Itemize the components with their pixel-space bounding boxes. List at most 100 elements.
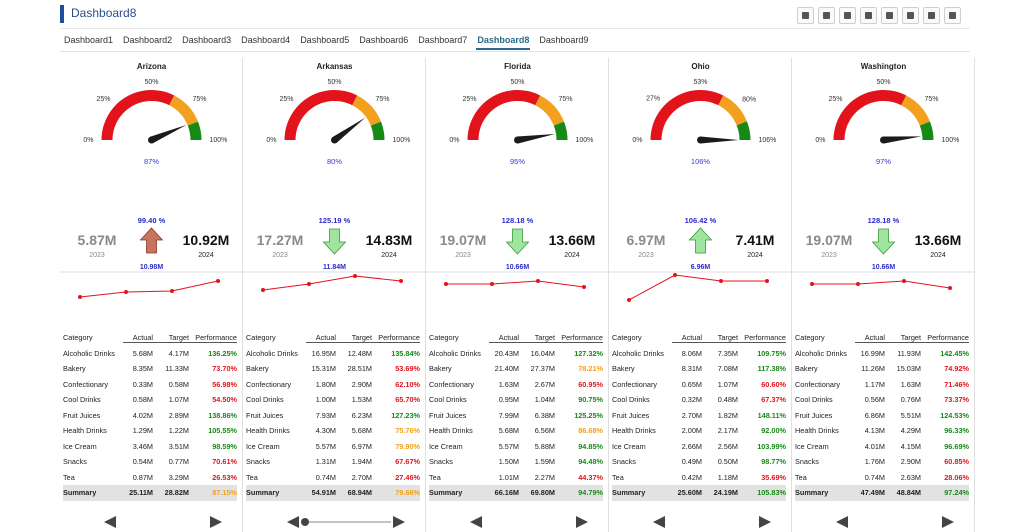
- table-cell: 20.43M: [494, 348, 519, 358]
- table-cell: 3.29M: [168, 472, 189, 482]
- table-row: Fruit Juices 4.02M 2.89M 138.86%: [63, 408, 237, 424]
- tab[interactable]: Dashboard3: [182, 35, 232, 45]
- table-cell: 1.00M: [315, 395, 336, 405]
- table-row: Bakery 15.31M 28.51M 53.69%: [246, 361, 420, 377]
- table-cell: 11.26M: [861, 364, 885, 374]
- state-panel: Arkansas 0% 25% 50% 75% 100% 80% 125.19 % 17.27M…: [243, 58, 426, 532]
- table-row: Alcoholic Drinks 16.95M 12.48M 135.84%: [246, 346, 420, 362]
- data-table: Category Actual Target Performance Alcoholic…: [429, 330, 603, 501]
- table-cell: Confectionary: [429, 379, 475, 389]
- table-cell: 1.94M: [351, 457, 372, 467]
- gauge-tick-label: 100%: [942, 137, 960, 144]
- gauge-tick-label: 75%: [925, 96, 939, 103]
- gauge-value: 80%: [327, 157, 342, 166]
- table-cell: 0.95M: [498, 395, 519, 405]
- table-cell: 26.53%: [212, 472, 237, 482]
- summary-cell: 48.84M: [896, 488, 921, 498]
- panel-graphics: Arkansas 0% 25% 50% 75% 100% 80% 125.19 % 17.27M…: [243, 62, 426, 292]
- table-row: Confectionary 0.65M 1.07M 60.60%: [612, 377, 786, 393]
- toolbar-button[interactable]: [818, 7, 835, 24]
- toolbar-button[interactable]: [797, 7, 814, 24]
- summary-cell: Summary: [63, 488, 97, 498]
- table-cell: 1.59M: [534, 457, 555, 467]
- table-cell: 6.38M: [534, 410, 555, 420]
- summary-row: Summary 25.11M 28.82M 87.15%: [63, 485, 237, 501]
- summary-cell: 25.60M: [677, 488, 702, 498]
- toolbar-button[interactable]: [923, 7, 940, 24]
- current-value: 13.66M: [549, 232, 596, 248]
- tab[interactable]: Dashboard4: [241, 35, 291, 45]
- sparkline-point: [765, 279, 769, 283]
- data-table: Category Actual Target Performance Alcoholic…: [795, 330, 969, 501]
- table-cell: 138.86%: [208, 410, 237, 420]
- table-cell: 0.33M: [132, 379, 153, 389]
- target-value: 10.98M: [140, 264, 164, 271]
- table-row: Fruit Juices 7.93M 6.23M 127.23%: [246, 408, 420, 424]
- toolbar-button[interactable]: [881, 7, 898, 24]
- table-cell: 0.48M: [717, 395, 738, 405]
- sparkline-point: [856, 282, 860, 286]
- gauge-tick-label: 106%: [759, 137, 777, 144]
- gauge-band: [833, 89, 907, 140]
- table-row: Snacks 0.49M 0.50M 98.77%: [612, 454, 786, 470]
- table-row: Confectionary 1.63M 2.67M 60.95%: [429, 377, 603, 393]
- table-cell: 62.10%: [395, 379, 420, 389]
- table-cell: 2.89M: [168, 410, 189, 420]
- sparkline-point: [353, 274, 357, 278]
- gauge-band: [187, 121, 202, 140]
- current-value: 7.41M: [736, 232, 775, 248]
- gauge-tick-label: 100%: [210, 137, 228, 144]
- tab[interactable]: Dashboard1: [64, 35, 114, 45]
- gauge-band: [535, 95, 564, 126]
- column-header: Target: [702, 333, 738, 343]
- table-cell: Fruit Juices: [246, 410, 284, 420]
- table-cell: 94.85%: [578, 441, 603, 451]
- gauge-band: [553, 121, 568, 140]
- tab[interactable]: Dashboard2: [123, 35, 173, 45]
- table-cell: 1.17M: [864, 379, 885, 389]
- table-cell: 7.93M: [315, 410, 336, 420]
- previous-year: 2023: [638, 252, 654, 259]
- table-cell: 2.90M: [351, 379, 372, 389]
- tab[interactable]: Dashboard7: [418, 35, 468, 45]
- table-cell: Alcoholic Drinks: [246, 348, 298, 358]
- toolbar-button[interactable]: [902, 7, 919, 24]
- column-header: Actual: [489, 333, 519, 343]
- table-cell: 60.85%: [944, 457, 969, 467]
- gauge-tick-label: 25%: [828, 96, 842, 103]
- tab[interactable]: Dashboard8: [476, 34, 531, 50]
- table-cell: Snacks: [63, 457, 87, 467]
- column-header: Actual: [855, 333, 885, 343]
- table-cell: 8.31M: [681, 364, 702, 374]
- pager-next: [576, 516, 588, 528]
- table-row: Health Drinks 5.68M 6.56M 86.68%: [429, 423, 603, 439]
- table-header: Category Actual Target Performance: [612, 330, 786, 346]
- column-header: Category: [429, 333, 459, 343]
- table-cell: 98.59%: [212, 441, 237, 451]
- toolbar-button[interactable]: [860, 7, 877, 24]
- table-cell: 11.93M: [897, 348, 921, 358]
- toolbar-button[interactable]: [839, 7, 856, 24]
- column-header: Performance: [189, 333, 237, 343]
- table-cell: 109.75%: [757, 348, 786, 358]
- previous-year: 2023: [89, 252, 105, 259]
- toolbar-button[interactable]: [944, 7, 961, 24]
- table-cell: Health Drinks: [63, 426, 107, 436]
- table-cell: 6.23M: [351, 410, 372, 420]
- table-cell: 28.06%: [944, 472, 969, 482]
- tab[interactable]: Dashboard6: [359, 35, 409, 45]
- table-cell: Health Drinks: [795, 426, 839, 436]
- table-cell: Snacks: [429, 457, 453, 467]
- table-cell: 98.77%: [761, 457, 786, 467]
- table-cell: 0.77M: [168, 457, 189, 467]
- previous-year: 2023: [455, 252, 471, 259]
- tab[interactable]: Dashboard9: [539, 35, 589, 45]
- divider: [60, 28, 970, 29]
- table-cell: Fruit Juices: [612, 410, 650, 420]
- toolbar-glyph: [865, 12, 872, 19]
- kpi-percent: 125.19 %: [319, 216, 351, 225]
- tab[interactable]: Dashboard5: [300, 35, 350, 45]
- table-row: Bakery 21.40M 27.37M 78.21%: [429, 361, 603, 377]
- current-value: 14.83M: [366, 232, 413, 248]
